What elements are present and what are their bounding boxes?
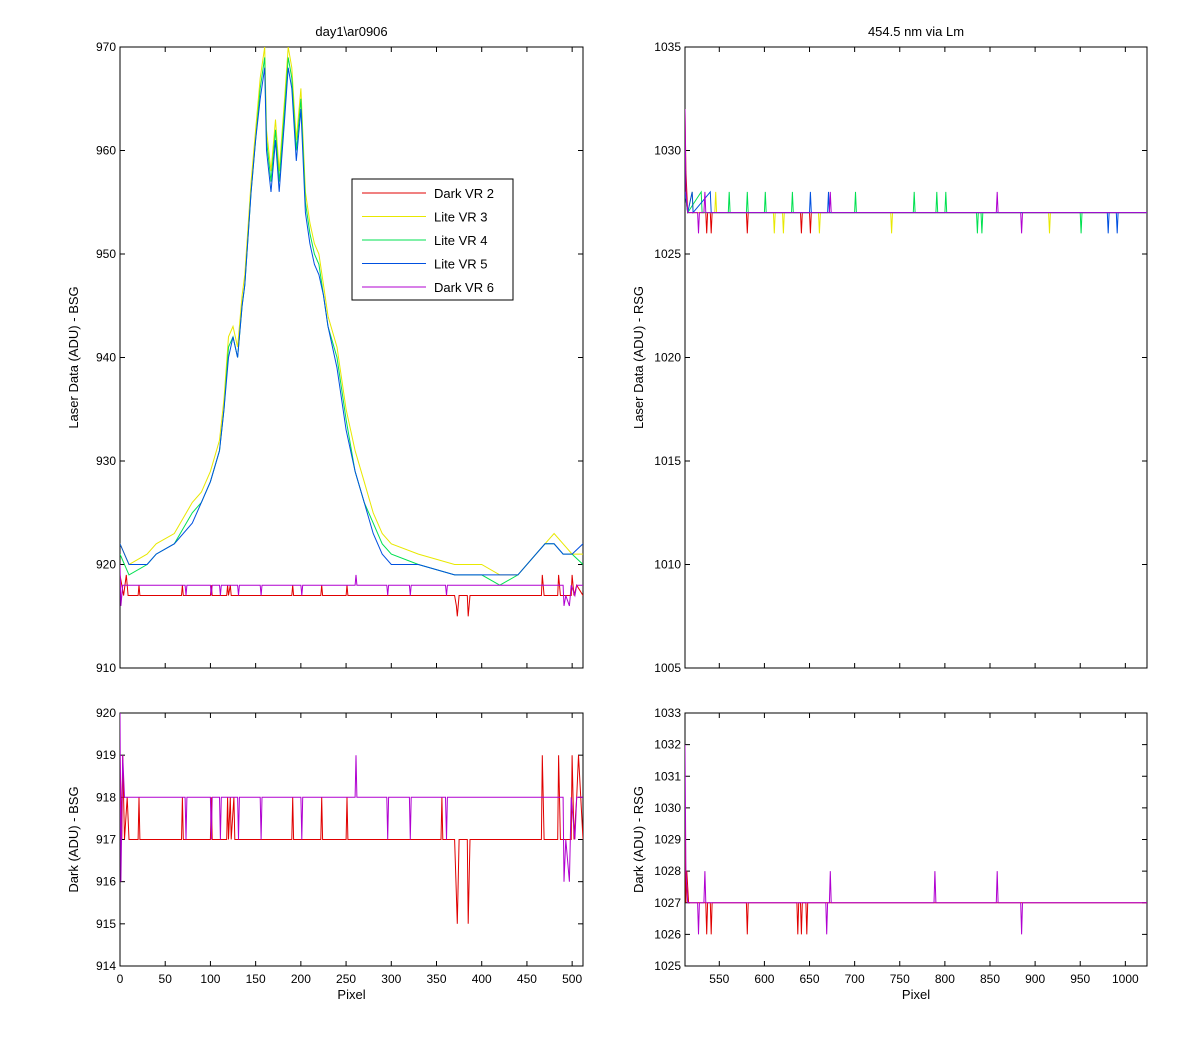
x-tick-label: 450 <box>517 972 537 986</box>
y-tick-label: 918 <box>96 790 116 804</box>
y-axis-label: Laser Data (ADU) - RSG <box>631 286 646 429</box>
series-line-lite-vr-3 <box>120 47 583 576</box>
y-tick-label: 970 <box>96 40 116 54</box>
series-line-lite-vr-5 <box>120 67 583 576</box>
legend-entry: Lite VR 3 <box>434 210 487 225</box>
series-line-dark-vr-2 <box>120 574 583 617</box>
plot-bottom-left: 914 915 916 917 918 919 920 0 50 100 150 200 250 300 3… <box>66 706 584 1002</box>
x-axis-label: Pixel <box>902 987 930 1002</box>
y-tick-label: 1031 <box>654 769 681 783</box>
axes-frame <box>119 46 584 669</box>
series-line-dark-vr-6 <box>120 564 583 607</box>
plot-bottom-right: 1025 1026 1027 1028 1029 1030 1031 1032 1033 550 6… <box>631 706 1148 1002</box>
x-tick-label: 650 <box>800 972 820 986</box>
y-tick-label: 940 <box>96 351 116 365</box>
y-tick-label: 960 <box>96 144 116 158</box>
x-tick-label: 250 <box>336 972 356 986</box>
legend: Dark VR 2 Lite VR 3 Lite VR 4 Lite VR 5 Dark… <box>351 178 514 301</box>
y-tick-label: 1032 <box>654 738 681 752</box>
x-tick-label: 50 <box>159 972 173 986</box>
legend-entry: Dark VR 2 <box>434 186 494 201</box>
x-tick-label: 0 <box>117 972 124 986</box>
y-tick-label: 916 <box>96 875 116 889</box>
y-tick-label: 914 <box>96 959 116 973</box>
y-tick-label: 1033 <box>654 706 681 720</box>
x-tick-label: 950 <box>1070 972 1090 986</box>
x-tick-label: 500 <box>562 972 582 986</box>
plot-top-left: 910 920 930 940 950 960 970 day1\ar0906 Laser Da… <box>66 24 584 675</box>
x-axis-label: Pixel <box>337 987 365 1002</box>
x-tick-label: 1000 <box>1112 972 1139 986</box>
x-tick-label: 850 <box>980 972 1000 986</box>
x-tick-label: 150 <box>246 972 266 986</box>
y-tick-label: 915 <box>96 917 116 931</box>
x-tick-label: 700 <box>845 972 865 986</box>
series-line-dark-vr-6 <box>685 109 1147 234</box>
y-tick-label: 1030 <box>654 801 681 815</box>
y-tick-label: 950 <box>96 247 116 261</box>
x-tick-label: 550 <box>709 972 729 986</box>
legend-entry: Lite VR 4 <box>434 233 487 248</box>
chart-title: day1\ar0906 <box>315 24 387 39</box>
y-tick-label: 1015 <box>654 454 681 468</box>
y-tick-label: 920 <box>96 558 116 572</box>
y-tick-label: 1030 <box>654 144 681 158</box>
y-tick-label: 1005 <box>654 661 681 675</box>
y-tick-label: 1026 <box>654 927 681 941</box>
y-tick-label: 1027 <box>654 896 681 910</box>
y-tick-label: 919 <box>96 748 116 762</box>
plot-top-right: 1005 1010 1015 1020 1025 1030 1035 454.5 nm via… <box>631 24 1148 675</box>
y-tick-label: 1029 <box>654 833 681 847</box>
y-tick-label: 1010 <box>654 558 681 572</box>
y-tick-label: 1025 <box>654 959 681 973</box>
x-tick-label: 100 <box>200 972 220 986</box>
y-tick-label: 1035 <box>654 40 681 54</box>
x-tick-label: 750 <box>890 972 910 986</box>
legend-entry: Dark VR 6 <box>434 280 494 295</box>
series-line-dark-vr-2 <box>120 755 583 924</box>
y-tick-label: 910 <box>96 661 116 675</box>
legend-entry: Lite VR 5 <box>434 257 487 272</box>
y-axis-label: Laser Data (ADU) - BSG <box>66 286 81 428</box>
y-axis-label: Dark (ADU) - BSG <box>66 786 81 892</box>
x-tick-label: 900 <box>1025 972 1045 986</box>
y-tick-label: 1020 <box>654 351 681 365</box>
x-tick-label: 200 <box>291 972 311 986</box>
series-line-dark-vr-6 <box>685 744 1147 935</box>
x-tick-label: 350 <box>426 972 446 986</box>
x-tick-label: 800 <box>935 972 955 986</box>
y-tick-label: 1028 <box>654 864 681 878</box>
y-tick-label: 920 <box>96 706 116 720</box>
chart-title: 454.5 nm via Lm <box>868 24 964 39</box>
y-tick-label: 1025 <box>654 247 681 261</box>
y-tick-label: 917 <box>96 833 116 847</box>
axes-frame <box>684 46 1148 669</box>
y-tick-label: 930 <box>96 454 116 468</box>
axes-frame <box>684 712 1148 967</box>
x-tick-label: 600 <box>754 972 774 986</box>
x-tick-label: 300 <box>381 972 401 986</box>
y-axis-label: Dark (ADU) - RSG <box>631 786 646 893</box>
x-tick-label: 400 <box>472 972 492 986</box>
series-line-dark-vr-6 <box>120 713 583 882</box>
